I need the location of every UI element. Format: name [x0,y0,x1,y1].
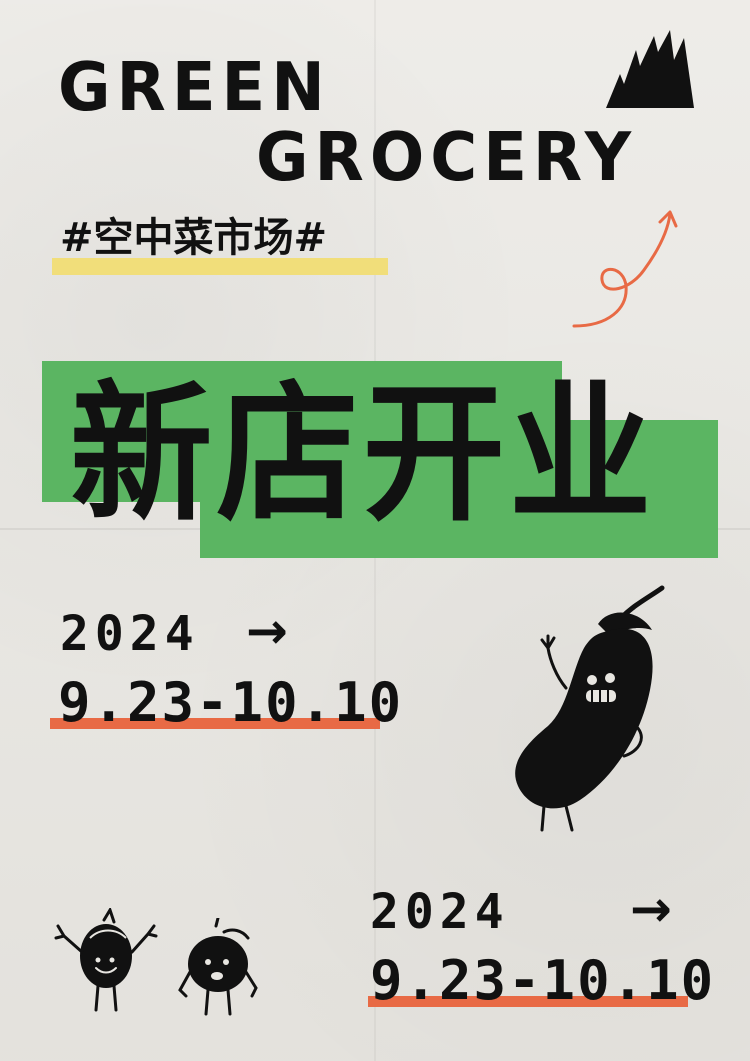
brand-logo-icon [606,30,694,108]
tag-highlight [52,258,388,275]
date-underline [368,996,688,1007]
headline: 新店开业 [70,368,656,542]
arrow-right-icon: → [246,602,288,660]
curly-arrow-icon [572,210,678,328]
headline-green-block-bottom [200,420,718,558]
small-vegetable-mascot-icon [54,908,158,1012]
arrow-right-icon: → [630,880,672,938]
eggplant-mascot-icon [515,585,665,832]
tag-text: #空中菜市场# [60,215,328,261]
title-line-2: GROCERY [256,119,638,197]
date-range: 9.23-10.10 [370,949,716,1012]
year-label: 2024 [370,884,510,940]
onion-mascot-icon [178,918,258,1016]
title-line-1: GREEN [58,49,331,127]
date-underline [50,718,380,729]
date-range: 9.23-10.10 [58,671,404,734]
year-label: 2024 [60,606,200,662]
